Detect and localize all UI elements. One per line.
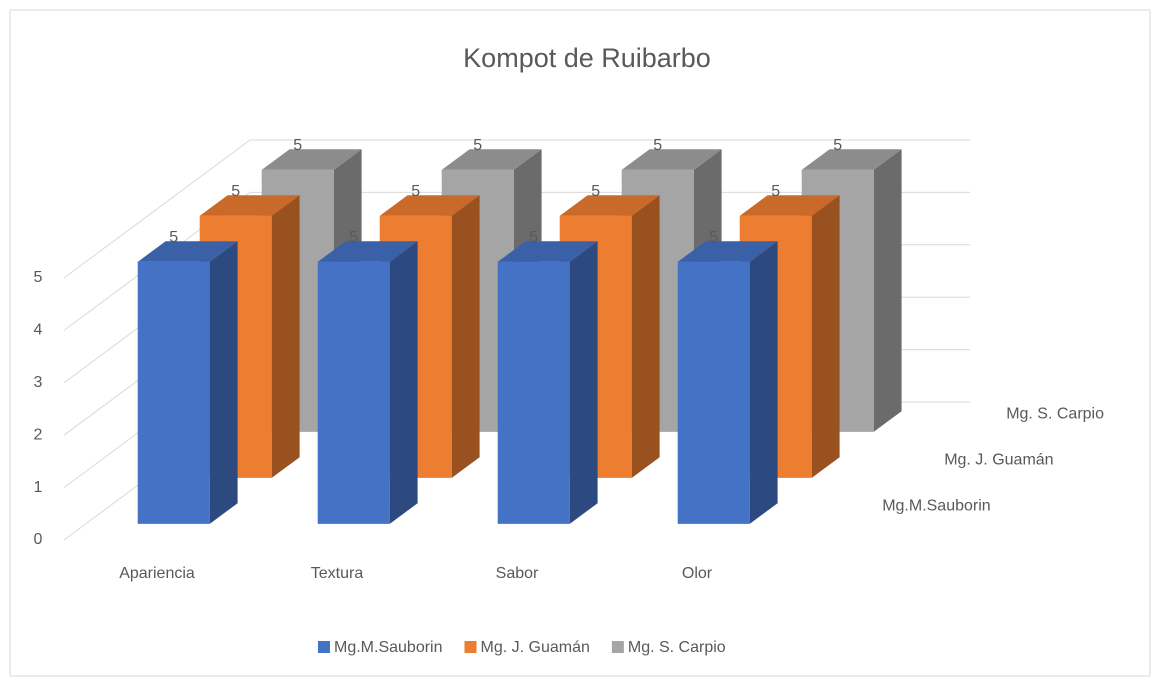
bar-top (801, 149, 902, 170)
legend-label: Mg.M.Sauborin (334, 639, 443, 656)
bar (317, 261, 390, 524)
legend-swatch (318, 641, 330, 653)
bar-side (749, 241, 778, 524)
bar-side (873, 149, 902, 432)
data-label: 5 (591, 183, 600, 200)
data-label: 5 (709, 229, 718, 246)
data-label: 5 (771, 183, 780, 200)
bar-top (261, 149, 362, 170)
y-tick-label: 2 (34, 426, 43, 443)
bar-side (811, 195, 840, 478)
y-tick-label: 4 (34, 322, 43, 339)
bar-top (677, 241, 778, 262)
x-tick-label: Olor (682, 565, 713, 582)
data-label: 5 (833, 137, 842, 154)
data-label: 5 (231, 183, 240, 200)
data-label: 5 (653, 137, 662, 154)
bar-side (389, 241, 418, 524)
grid-line (63, 139, 251, 279)
y-tick-label: 3 (34, 374, 43, 391)
legend-label: Mg. S. Carpio (628, 639, 726, 656)
x-tick-label: Textura (311, 565, 364, 582)
x-tick-label: Sabor (496, 565, 539, 582)
data-label: 5 (293, 137, 302, 154)
series-axis-label: Mg.M.Sauborin (882, 498, 991, 515)
data-label: 5 (169, 229, 178, 246)
bar-top (739, 195, 840, 216)
bar-side (451, 195, 480, 478)
y-tick-label: 1 (34, 479, 43, 496)
chart-title: Kompot de Ruibarbo (463, 43, 711, 73)
data-label: 5 (473, 137, 482, 154)
bar-group (137, 241, 238, 524)
y-tick-label: 5 (34, 269, 43, 286)
bar-top (441, 149, 542, 170)
bar-top (317, 241, 418, 262)
bar-top (621, 149, 722, 170)
bar (137, 261, 210, 524)
bar-group (317, 241, 418, 524)
bar-top (137, 241, 238, 262)
data-label: 5 (529, 229, 538, 246)
legend-swatch (464, 641, 477, 653)
data-label: 5 (411, 183, 420, 200)
bar (677, 261, 750, 524)
data-label: 5 (349, 229, 358, 246)
bar-group (497, 241, 598, 524)
bar-side (631, 195, 660, 478)
legend-swatch (611, 641, 624, 653)
bar-top (199, 195, 300, 216)
legend-label: Mg. J. Guamán (481, 639, 590, 656)
bar-top (497, 241, 598, 262)
bar (497, 261, 570, 524)
series-axis-label: Mg. J. Guamán (944, 452, 1053, 469)
x-tick-label: Apariencia (119, 565, 195, 582)
bar-side (271, 195, 300, 478)
series-axis-label: Mg. S. Carpio (1006, 406, 1104, 423)
bar-top (379, 195, 480, 216)
bar-group (677, 241, 778, 524)
y-tick-label: 0 (34, 531, 43, 548)
bar-side (569, 241, 598, 524)
bar-side (209, 241, 238, 524)
bar-top (559, 195, 660, 216)
